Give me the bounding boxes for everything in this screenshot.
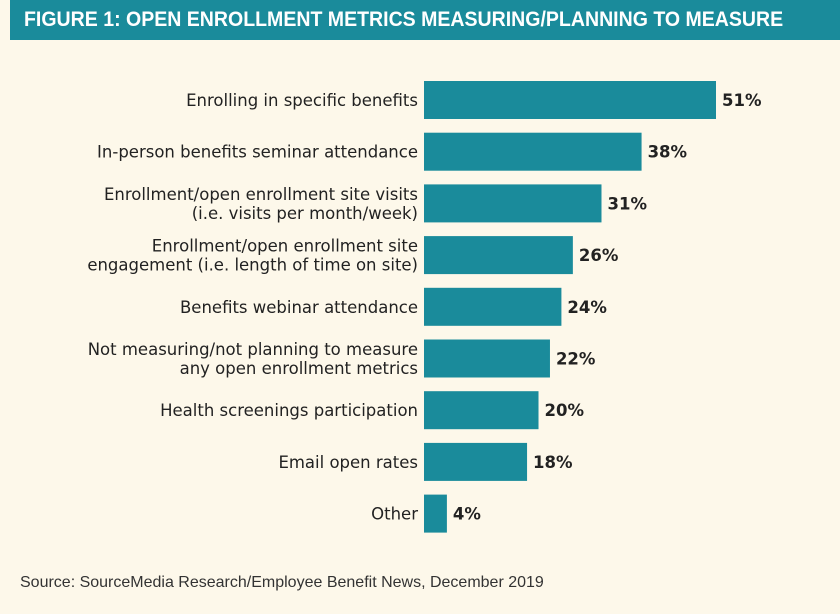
- category-label-1: Enrolling in specific benefits: [186, 91, 418, 110]
- category-label-2: In-person benefits seminar attendance: [97, 143, 418, 162]
- chart-title: FIGURE 1: OPEN ENROLLMENT METRICS MEASUR…: [24, 8, 784, 31]
- category-label-7-line-1: Health screenings participation: [160, 401, 418, 420]
- value-label-7: 20%: [545, 401, 585, 420]
- category-label-6: Not measuring/not planning to measure any…: [88, 340, 418, 378]
- bar-1: [424, 81, 716, 119]
- value-label-2: 38%: [648, 143, 688, 162]
- value-label-3: 31%: [607, 194, 647, 213]
- bar-3: [424, 184, 602, 223]
- category-label-8-line-1: Email open rates: [278, 453, 418, 472]
- value-label-6: 22%: [556, 350, 596, 369]
- category-label-9: Other: [371, 505, 418, 524]
- category-label-6-line-2: any open enrollment metrics: [180, 359, 418, 378]
- category-label-3-line-1: Enrollment/open enrollment site visits: [104, 185, 418, 204]
- category-label-7: Health screenings participation: [160, 401, 418, 420]
- category-label-3-line-2: (i.e. visits per month/week): [192, 204, 418, 223]
- category-label-5-line-1: Benefits webinar attendance: [180, 298, 418, 317]
- category-label-6-line-1: Not measuring/not planning to measure: [88, 340, 418, 359]
- category-label-1-line-1: Enrolling in specific benefits: [186, 91, 418, 110]
- title-bar: FIGURE 1: OPEN ENROLLMENT METRICS MEASUR…: [10, 0, 840, 40]
- category-label-4-line-1: Enrollment/open enrollment site: [152, 237, 418, 256]
- value-label-5: 24%: [567, 298, 607, 317]
- category-label-9-line-1: Other: [371, 505, 418, 524]
- category-label-5: Benefits webinar attendance: [180, 298, 418, 317]
- bar-8: [424, 442, 528, 481]
- bar-4: [424, 236, 573, 275]
- value-label-9: 4%: [453, 505, 481, 524]
- value-label-4: 26%: [579, 246, 619, 265]
- source-note: Source: SourceMedia Research/Employee Be…: [20, 574, 544, 591]
- value-label-8: 18%: [533, 453, 573, 472]
- category-label-3: Enrollment/open enrollment site visits (i…: [104, 185, 418, 223]
- category-label-8: Email open rates: [278, 453, 418, 472]
- bar-7: [424, 391, 539, 430]
- bar-5: [424, 287, 562, 326]
- bar-2: [424, 132, 642, 171]
- category-label-4-line-2: engagement (i.e. length of time on site): [87, 256, 418, 275]
- value-label-1: 51%: [722, 91, 762, 110]
- category-label-4: Enrollment/open enrollment site engagemen…: [87, 237, 418, 275]
- category-label-2-line-1: In-person benefits seminar attendance: [97, 143, 418, 162]
- bar-6: [424, 339, 550, 378]
- bar-9: [424, 494, 447, 533]
